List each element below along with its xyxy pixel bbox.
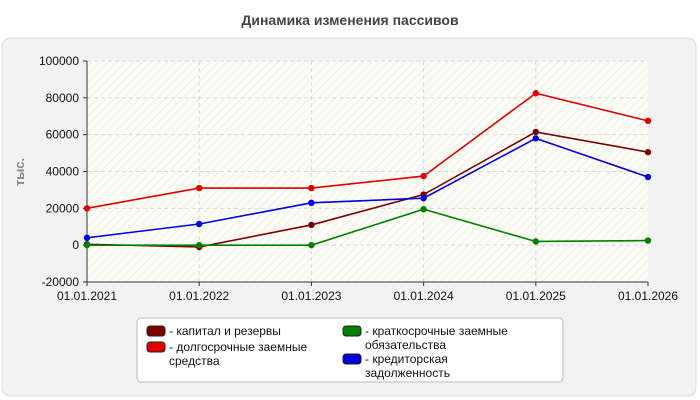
x-tick-label: 01.01.2022	[169, 289, 229, 303]
x-tick-label: 01.01.2025	[506, 289, 566, 303]
legend-label: - капитал и резервы	[169, 324, 281, 338]
data-point	[308, 221, 315, 229]
data-point	[420, 172, 427, 180]
data-point	[83, 241, 91, 249]
data-point	[644, 117, 652, 125]
legend-label: - долгосрочные заемные средства	[169, 340, 307, 368]
legend-swatch	[342, 325, 362, 337]
data-point	[532, 135, 539, 142]
legend-items: - капитал и резервы - долгосрочные заемны…	[146, 324, 508, 380]
series-2	[83, 206, 652, 249]
y-tick-label: 60000	[46, 128, 80, 142]
legend-swatch	[146, 341, 166, 353]
data-point	[420, 206, 427, 213]
series-line	[87, 208, 649, 246]
data-point	[644, 173, 652, 181]
legend-item-3: - кредиторская задолженность	[342, 352, 450, 380]
data-point	[644, 237, 652, 244]
data-point	[196, 241, 203, 249]
legend-label: - кредиторская задолженность	[365, 352, 450, 380]
y-tick-label: 0	[72, 238, 79, 252]
y-tick-label: 80000	[46, 91, 80, 105]
legend-item-0: - капитал и резервы	[146, 324, 281, 338]
y-tick-label: 20000	[46, 201, 80, 215]
series-line	[86, 131, 649, 248]
data-point	[308, 184, 315, 192]
x-tick-label: 01.01.2026	[618, 289, 678, 303]
data-point	[196, 184, 203, 192]
data-point	[532, 90, 539, 97]
legend-swatch	[342, 353, 362, 365]
data-point	[644, 148, 652, 156]
legend-label: - краткосрочные заемные обязательства	[365, 324, 508, 352]
series-group	[83, 90, 652, 251]
legend-item-2: - краткосрочные заемные обязательства	[342, 324, 508, 352]
data-point	[420, 195, 427, 202]
y-tick-label: 40000	[46, 165, 80, 179]
chart-title: Динамика изменения пассивов	[241, 12, 459, 28]
data-point	[532, 238, 539, 245]
data-point	[532, 128, 539, 136]
y-tick-label: 100000	[39, 54, 79, 68]
series-line	[86, 137, 649, 239]
series-line	[86, 92, 649, 210]
data-point	[83, 234, 91, 241]
legend-item-1: - долгосрочные заемные средства	[146, 340, 307, 368]
data-point	[196, 220, 203, 228]
x-tick-label: 01.01.2023	[281, 289, 341, 303]
x-tick-label: 01.01.2024	[394, 289, 454, 303]
data-point	[308, 199, 315, 207]
y-tick-label: -20000	[42, 275, 80, 289]
legend-swatch	[146, 325, 166, 337]
x-tick-label: 01.01.2021	[57, 289, 117, 303]
legend	[136, 317, 564, 383]
series-1	[83, 90, 652, 212]
data-point	[83, 205, 91, 212]
data-point	[308, 241, 315, 249]
y-axis-label: тыс.	[12, 158, 27, 186]
series-3	[83, 135, 652, 241]
